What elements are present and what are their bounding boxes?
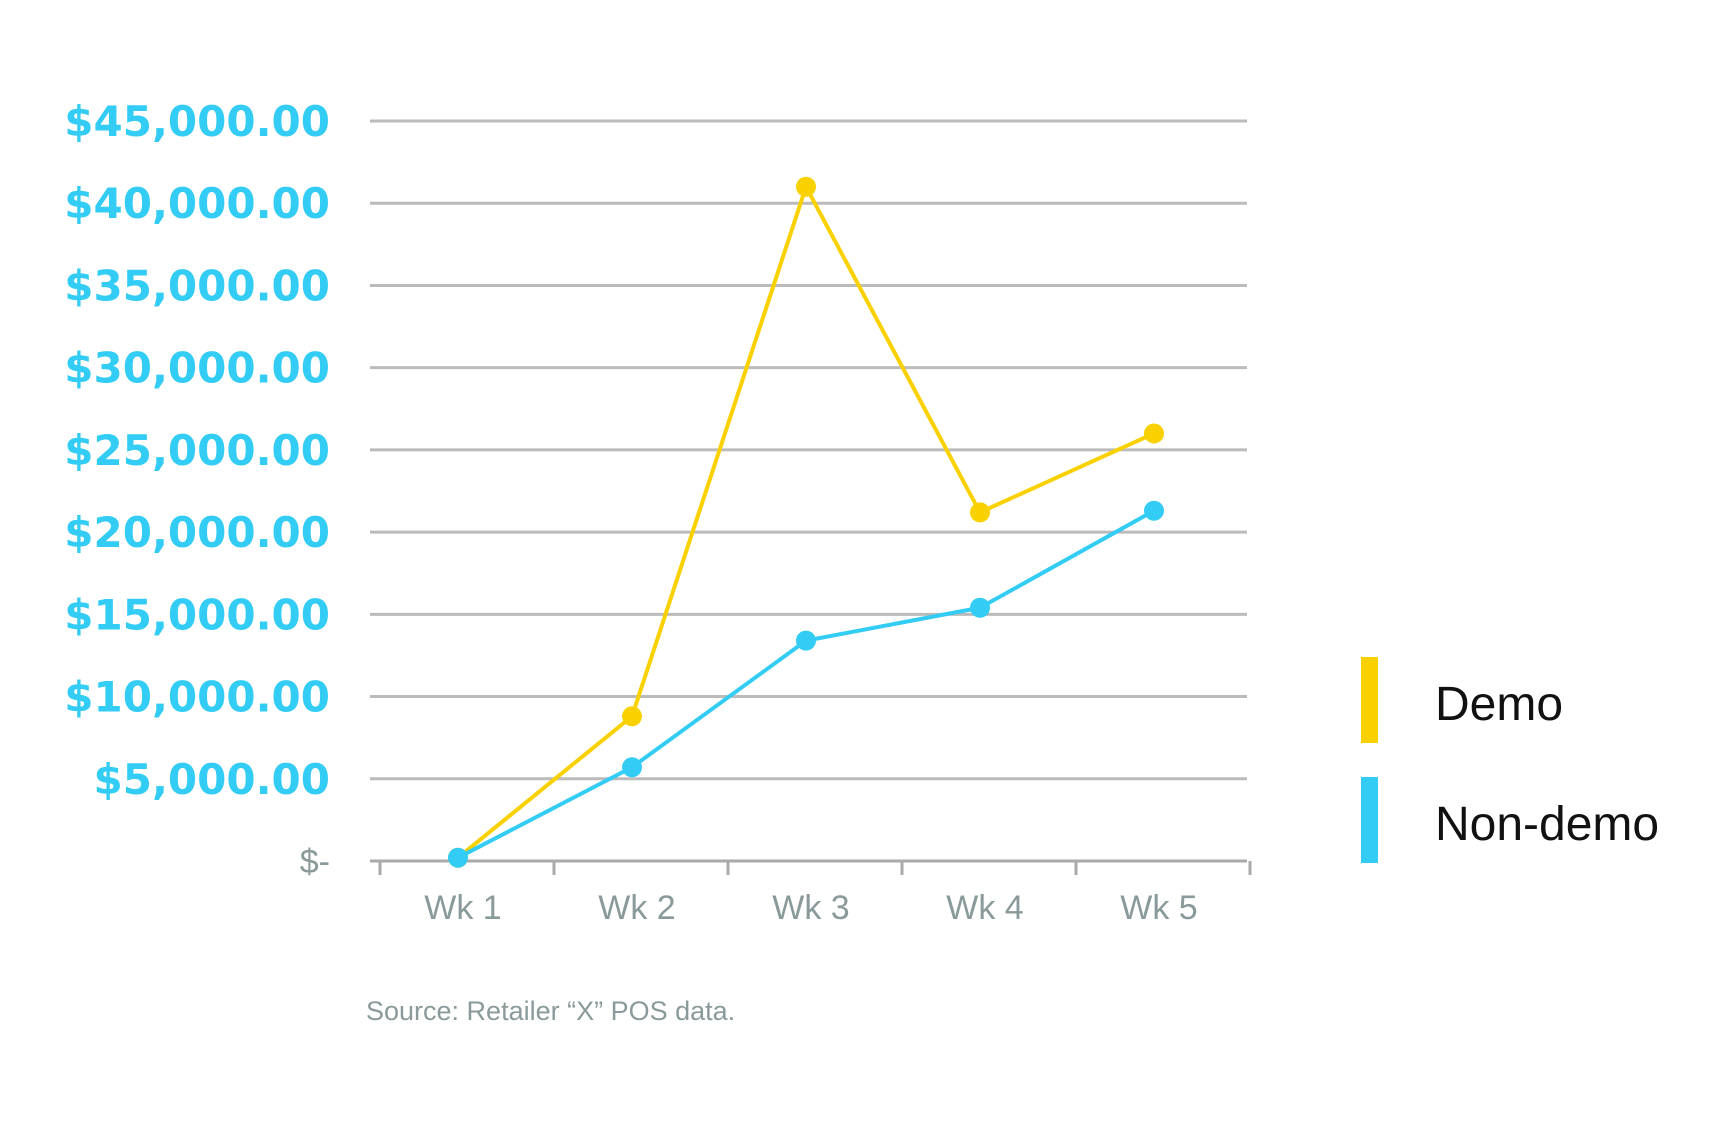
x-tick-label: Wk 1	[424, 889, 501, 927]
y-tick-label: $20,000.00	[64, 508, 330, 557]
x-tick-label: Wk 4	[946, 889, 1023, 927]
x-tick-label: Wk 2	[598, 889, 675, 927]
y-tick-label: $35,000.00	[64, 261, 330, 310]
y-axis-labels: $- $5,000.00 $10,000.00 $15,000.00 $20,000.0…	[64, 97, 330, 881]
gridlines	[370, 119, 1247, 781]
data-point-demo	[622, 706, 642, 727]
y-tick-label: $15,000.00	[64, 590, 330, 639]
legend-swatch	[1361, 777, 1378, 863]
series-line-demo	[456, 184, 1155, 860]
legend-label: Non-demo	[1435, 798, 1659, 851]
data-point-demo	[796, 176, 816, 197]
data-point-non-demo	[1144, 500, 1164, 521]
y-tick-label: $10,000.00	[64, 673, 330, 722]
data-point-non-demo	[622, 757, 642, 778]
data-point-demo	[1144, 423, 1164, 444]
series-lines	[448, 176, 1164, 868]
y-tick-label: $40,000.00	[64, 179, 330, 228]
x-axis-labels: Wk 1 Wk 2 Wk 3 Wk 4 Wk 5	[424, 889, 1197, 927]
data-point-non-demo	[448, 847, 468, 868]
source-note: Source: Retailer “X” POS data.	[366, 996, 735, 1026]
legend-swatch	[1361, 657, 1378, 743]
y-tick-label: $30,000.00	[64, 344, 330, 393]
legend-label: Demo	[1435, 678, 1563, 731]
data-point-demo	[970, 502, 990, 523]
x-tick-label: Wk 5	[1120, 889, 1197, 927]
y-tick-label: $45,000.00	[64, 97, 330, 146]
series-line-non-demo	[457, 508, 1155, 860]
x-tick-label: Wk 3	[772, 889, 849, 927]
legend: Demo Non-demo	[1361, 657, 1659, 863]
y-tick-label: $25,000.00	[64, 426, 330, 475]
data-point-non-demo	[970, 597, 990, 618]
x-axis	[370, 859, 1252, 875]
data-point-non-demo	[796, 630, 816, 651]
y-tick-label: $-	[300, 843, 330, 881]
y-tick-label: $5,000.00	[94, 755, 330, 804]
